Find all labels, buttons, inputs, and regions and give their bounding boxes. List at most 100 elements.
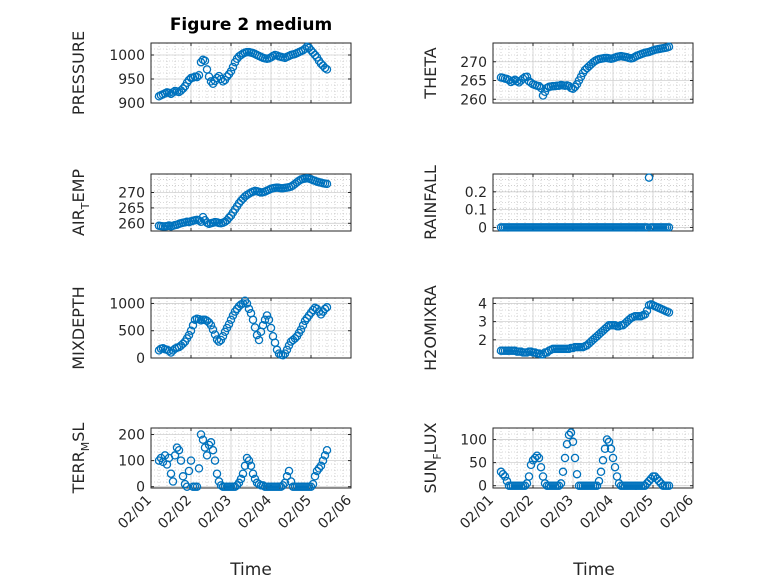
data-point [242, 299, 252, 308]
data-point [504, 75, 514, 85]
data-point [564, 430, 574, 440]
data-point [322, 65, 332, 74]
data-point [298, 321, 308, 330]
tick-marks [150, 298, 352, 359]
data-point [266, 323, 276, 333]
data-point [184, 330, 194, 340]
data-point [322, 179, 332, 189]
data-point [322, 445, 332, 455]
data-point [196, 57, 206, 67]
data-point [602, 435, 612, 444]
data-point [186, 326, 196, 335]
data-point [176, 456, 186, 465]
data-point [522, 72, 532, 82]
data-point [184, 466, 194, 476]
data-point [642, 306, 652, 315]
y-tick-label: 950 [118, 72, 145, 88]
data-point [282, 345, 292, 355]
data-point [526, 460, 536, 470]
data-point [568, 437, 578, 447]
data-point [250, 323, 260, 332]
data-point [244, 304, 254, 314]
data-point [186, 456, 196, 465]
data-point [664, 481, 674, 490]
data-point [216, 481, 226, 490]
y-tick-label: 2 [478, 333, 487, 349]
y-tick-label: 3 [478, 315, 487, 331]
data-point [178, 339, 188, 349]
data-point [320, 304, 330, 314]
y-tick-label: 100 [460, 433, 487, 449]
data-point [224, 319, 234, 329]
data-point [246, 461, 256, 471]
data-point [194, 70, 204, 80]
y-tick-label: 0 [478, 479, 487, 495]
y-axis-label: AIRTEMP [69, 169, 92, 236]
data-point [168, 477, 178, 486]
data-point [308, 479, 318, 489]
data-point [238, 469, 248, 478]
data-point [200, 56, 210, 66]
data-point [196, 217, 206, 227]
data-point [596, 467, 606, 477]
data-point [558, 467, 568, 477]
data-point [606, 444, 616, 454]
axes-frame [492, 427, 694, 489]
y-tick-label: 270 [460, 55, 487, 71]
y-tick-label: 0 [478, 220, 487, 236]
y-tick-label: 200 [118, 428, 145, 444]
data-point [196, 430, 206, 439]
axes-frame [150, 173, 352, 232]
x-axis-label-left: Time [229, 560, 272, 580]
series-markers [496, 173, 674, 232]
y-tick-label: 260 [118, 216, 145, 232]
data-point [254, 335, 264, 345]
data-point [232, 481, 242, 490]
y-tick-label: 0.2 [465, 185, 487, 201]
data-point [524, 472, 534, 481]
data-point [208, 325, 218, 334]
data-point [284, 466, 294, 476]
y-tick-label: 270 [118, 185, 145, 201]
data-point [194, 464, 204, 473]
data-point [260, 315, 270, 325]
axes-frame [150, 427, 352, 489]
panel-rainfall: 00.1 0.2 RAINFALL [421, 165, 694, 240]
data-point [500, 472, 510, 481]
panel-mixdepth: 0 500 1000 MIXDEPTH [69, 286, 352, 370]
data-point [314, 464, 324, 473]
y-axis-label: H2OMIXRA [421, 285, 440, 371]
data-point [244, 456, 254, 465]
y-tick-label: 0 [136, 480, 145, 496]
data-point [278, 481, 288, 490]
data-point [224, 213, 234, 223]
data-point [664, 42, 674, 52]
y-tick-label: 100 [118, 454, 145, 470]
data-point [180, 479, 190, 489]
data-point [308, 305, 318, 315]
data-point [310, 472, 320, 481]
tick-marks [492, 298, 694, 358]
data-point [286, 477, 296, 486]
data-point [172, 443, 182, 452]
data-point [226, 67, 236, 76]
data-point [532, 451, 542, 460]
data-point [226, 315, 236, 325]
axes-frame [150, 42, 352, 104]
data-point [322, 303, 332, 312]
data-point [210, 330, 220, 339]
data-point [290, 334, 300, 343]
data-point [202, 451, 212, 460]
tick-marks [492, 428, 694, 488]
data-point [206, 321, 216, 330]
data-point [248, 469, 258, 478]
y-tick-label: 500 [118, 324, 145, 340]
data-point [320, 63, 330, 73]
data-point [498, 469, 508, 479]
data-point [214, 337, 224, 346]
y-tick-label: 0 [136, 351, 145, 367]
data-point [170, 451, 180, 460]
tick-marks [150, 174, 352, 231]
